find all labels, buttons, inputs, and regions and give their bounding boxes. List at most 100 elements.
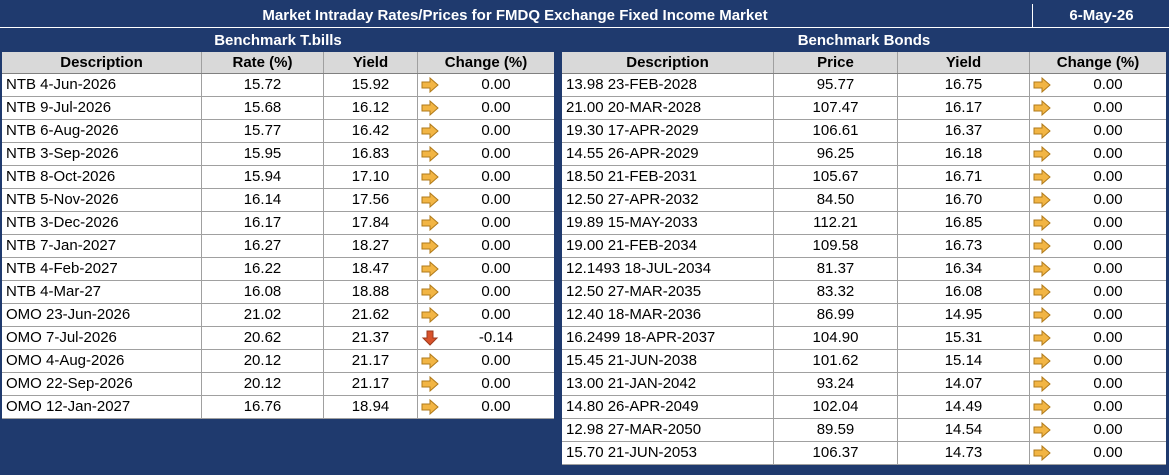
change-value: -0.14 bbox=[478, 329, 514, 346]
change-value: 0.00 bbox=[481, 375, 511, 392]
description-cell: NTB 4-Feb-2027 bbox=[2, 258, 202, 280]
price-cell: 83.32 bbox=[774, 281, 898, 303]
right-arrow-icon bbox=[421, 238, 439, 254]
yield-cell: 16.37 bbox=[898, 120, 1030, 142]
right-arrow-icon bbox=[421, 192, 439, 208]
yield-cell: 16.42 bbox=[324, 120, 418, 142]
change-value: 0.00 bbox=[1093, 329, 1123, 346]
yield-cell: 17.84 bbox=[324, 212, 418, 234]
right-arrow-icon bbox=[421, 261, 439, 277]
table-row: 14.80 26-APR-2049 102.04 14.49 0.00 bbox=[562, 396, 1166, 419]
right-arrow-icon bbox=[1033, 192, 1051, 208]
bonds-table: Description Price Yield Change (%) 13.98… bbox=[562, 52, 1166, 465]
change-value: 0.00 bbox=[1093, 237, 1123, 254]
table-row: NTB 3-Sep-2026 15.95 16.83 0.00 bbox=[2, 143, 554, 166]
change-cell: 0.00 bbox=[1030, 373, 1166, 395]
description-cell: 12.98 27-MAR-2050 bbox=[562, 419, 774, 441]
yield-cell: 18.88 bbox=[324, 281, 418, 303]
change-cell: 0.00 bbox=[418, 74, 554, 96]
price-cell: 86.99 bbox=[774, 304, 898, 326]
description-cell: 18.50 21-FEB-2031 bbox=[562, 166, 774, 188]
right-arrow-icon bbox=[421, 169, 439, 185]
table-row: 12.50 27-MAR-2035 83.32 16.08 0.00 bbox=[562, 281, 1166, 304]
change-cell: 0.00 bbox=[418, 97, 554, 119]
description-cell: 13.98 23-FEB-2028 bbox=[562, 74, 774, 96]
yield-cell: 17.56 bbox=[324, 189, 418, 211]
description-cell: OMO 22-Sep-2026 bbox=[2, 373, 202, 395]
yield-cell: 21.62 bbox=[324, 304, 418, 326]
change-value: 0.00 bbox=[1093, 191, 1123, 208]
change-value: 0.00 bbox=[1093, 283, 1123, 300]
change-cell: 0.00 bbox=[418, 350, 554, 372]
description-cell: 12.1493 18-JUL-2034 bbox=[562, 258, 774, 280]
rate-cell: 16.14 bbox=[202, 189, 324, 211]
change-cell: 0.00 bbox=[418, 235, 554, 257]
table-row: 19.30 17-APR-2029 106.61 16.37 0.00 bbox=[562, 120, 1166, 143]
table-row: 14.55 26-APR-2029 96.25 16.18 0.00 bbox=[562, 143, 1166, 166]
right-arrow-icon bbox=[1033, 399, 1051, 415]
change-cell: 0.00 bbox=[418, 258, 554, 280]
right-arrow-icon bbox=[421, 353, 439, 369]
table-row: 15.70 21-JUN-2053 106.37 14.73 0.00 bbox=[562, 442, 1166, 465]
price-cell: 106.37 bbox=[774, 442, 898, 464]
column-header: Description bbox=[562, 52, 774, 73]
description-cell: NTB 5-Nov-2026 bbox=[2, 189, 202, 211]
change-cell: 0.00 bbox=[1030, 97, 1166, 119]
rate-cell: 20.12 bbox=[202, 350, 324, 372]
description-cell: 19.00 21-FEB-2034 bbox=[562, 235, 774, 257]
change-value: 0.00 bbox=[481, 214, 511, 231]
change-cell: 0.00 bbox=[1030, 396, 1166, 418]
price-cell: 96.25 bbox=[774, 143, 898, 165]
table-divider bbox=[556, 29, 560, 475]
column-header: Change (%) bbox=[1056, 54, 1140, 71]
right-arrow-icon bbox=[1033, 146, 1051, 162]
change-cell: 0.00 bbox=[1030, 258, 1166, 280]
change-cell: 0.00 bbox=[1030, 166, 1166, 188]
right-arrow-icon bbox=[421, 399, 439, 415]
yield-cell: 21.17 bbox=[324, 350, 418, 372]
column-header: Description bbox=[2, 52, 202, 73]
yield-cell: 16.73 bbox=[898, 235, 1030, 257]
bonds-heading: Benchmark Bonds bbox=[562, 29, 1166, 52]
yield-cell: 18.27 bbox=[324, 235, 418, 257]
description-cell: 13.00 21-JAN-2042 bbox=[562, 373, 774, 395]
column-header: Rate (%) bbox=[202, 52, 324, 73]
table-row: NTB 7-Jan-2027 16.27 18.27 0.00 bbox=[2, 235, 554, 258]
yield-cell: 16.75 bbox=[898, 74, 1030, 96]
change-cell: 0.00 bbox=[1030, 442, 1166, 464]
description-cell: 14.55 26-APR-2029 bbox=[562, 143, 774, 165]
table-row: NTB 9-Jul-2026 15.68 16.12 0.00 bbox=[2, 97, 554, 120]
table-row: 12.50 27-APR-2032 84.50 16.70 0.00 bbox=[562, 189, 1166, 212]
change-cell: 0.00 bbox=[1030, 281, 1166, 303]
yield-cell: 21.37 bbox=[324, 327, 418, 349]
table-row: 12.1493 18-JUL-2034 81.37 16.34 0.00 bbox=[562, 258, 1166, 281]
yield-cell: 14.54 bbox=[898, 419, 1030, 441]
table-row: 13.98 23-FEB-2028 95.77 16.75 0.00 bbox=[562, 74, 1166, 97]
right-arrow-icon bbox=[1033, 284, 1051, 300]
change-value: 0.00 bbox=[1093, 145, 1123, 162]
table-row: NTB 6-Aug-2026 15.77 16.42 0.00 bbox=[2, 120, 554, 143]
table-row: OMO 12-Jan-2027 16.76 18.94 0.00 bbox=[2, 396, 554, 419]
price-cell: 105.67 bbox=[774, 166, 898, 188]
change-value: 0.00 bbox=[1093, 421, 1123, 438]
rate-cell: 15.77 bbox=[202, 120, 324, 142]
change-cell: 0.00 bbox=[1030, 235, 1166, 257]
right-arrow-icon bbox=[1033, 422, 1051, 438]
change-value: 0.00 bbox=[1093, 260, 1123, 277]
table-row: 13.00 21-JAN-2042 93.24 14.07 0.00 bbox=[562, 373, 1166, 396]
right-arrow-icon bbox=[421, 376, 439, 392]
price-cell: 112.21 bbox=[774, 212, 898, 234]
description-cell: NTB 9-Jul-2026 bbox=[2, 97, 202, 119]
rate-cell: 16.08 bbox=[202, 281, 324, 303]
yield-cell: 16.85 bbox=[898, 212, 1030, 234]
change-value: 0.00 bbox=[1093, 444, 1123, 461]
table-row: OMO 4-Aug-2026 20.12 21.17 0.00 bbox=[2, 350, 554, 373]
yield-cell: 15.31 bbox=[898, 327, 1030, 349]
change-value: 0.00 bbox=[481, 306, 511, 323]
table-row: OMO 23-Jun-2026 21.02 21.62 0.00 bbox=[2, 304, 554, 327]
column-header: Yield bbox=[898, 52, 1030, 73]
change-cell: 0.00 bbox=[1030, 143, 1166, 165]
change-cell: 0.00 bbox=[1030, 120, 1166, 142]
right-arrow-icon bbox=[1033, 123, 1051, 139]
description-cell: NTB 7-Jan-2027 bbox=[2, 235, 202, 257]
